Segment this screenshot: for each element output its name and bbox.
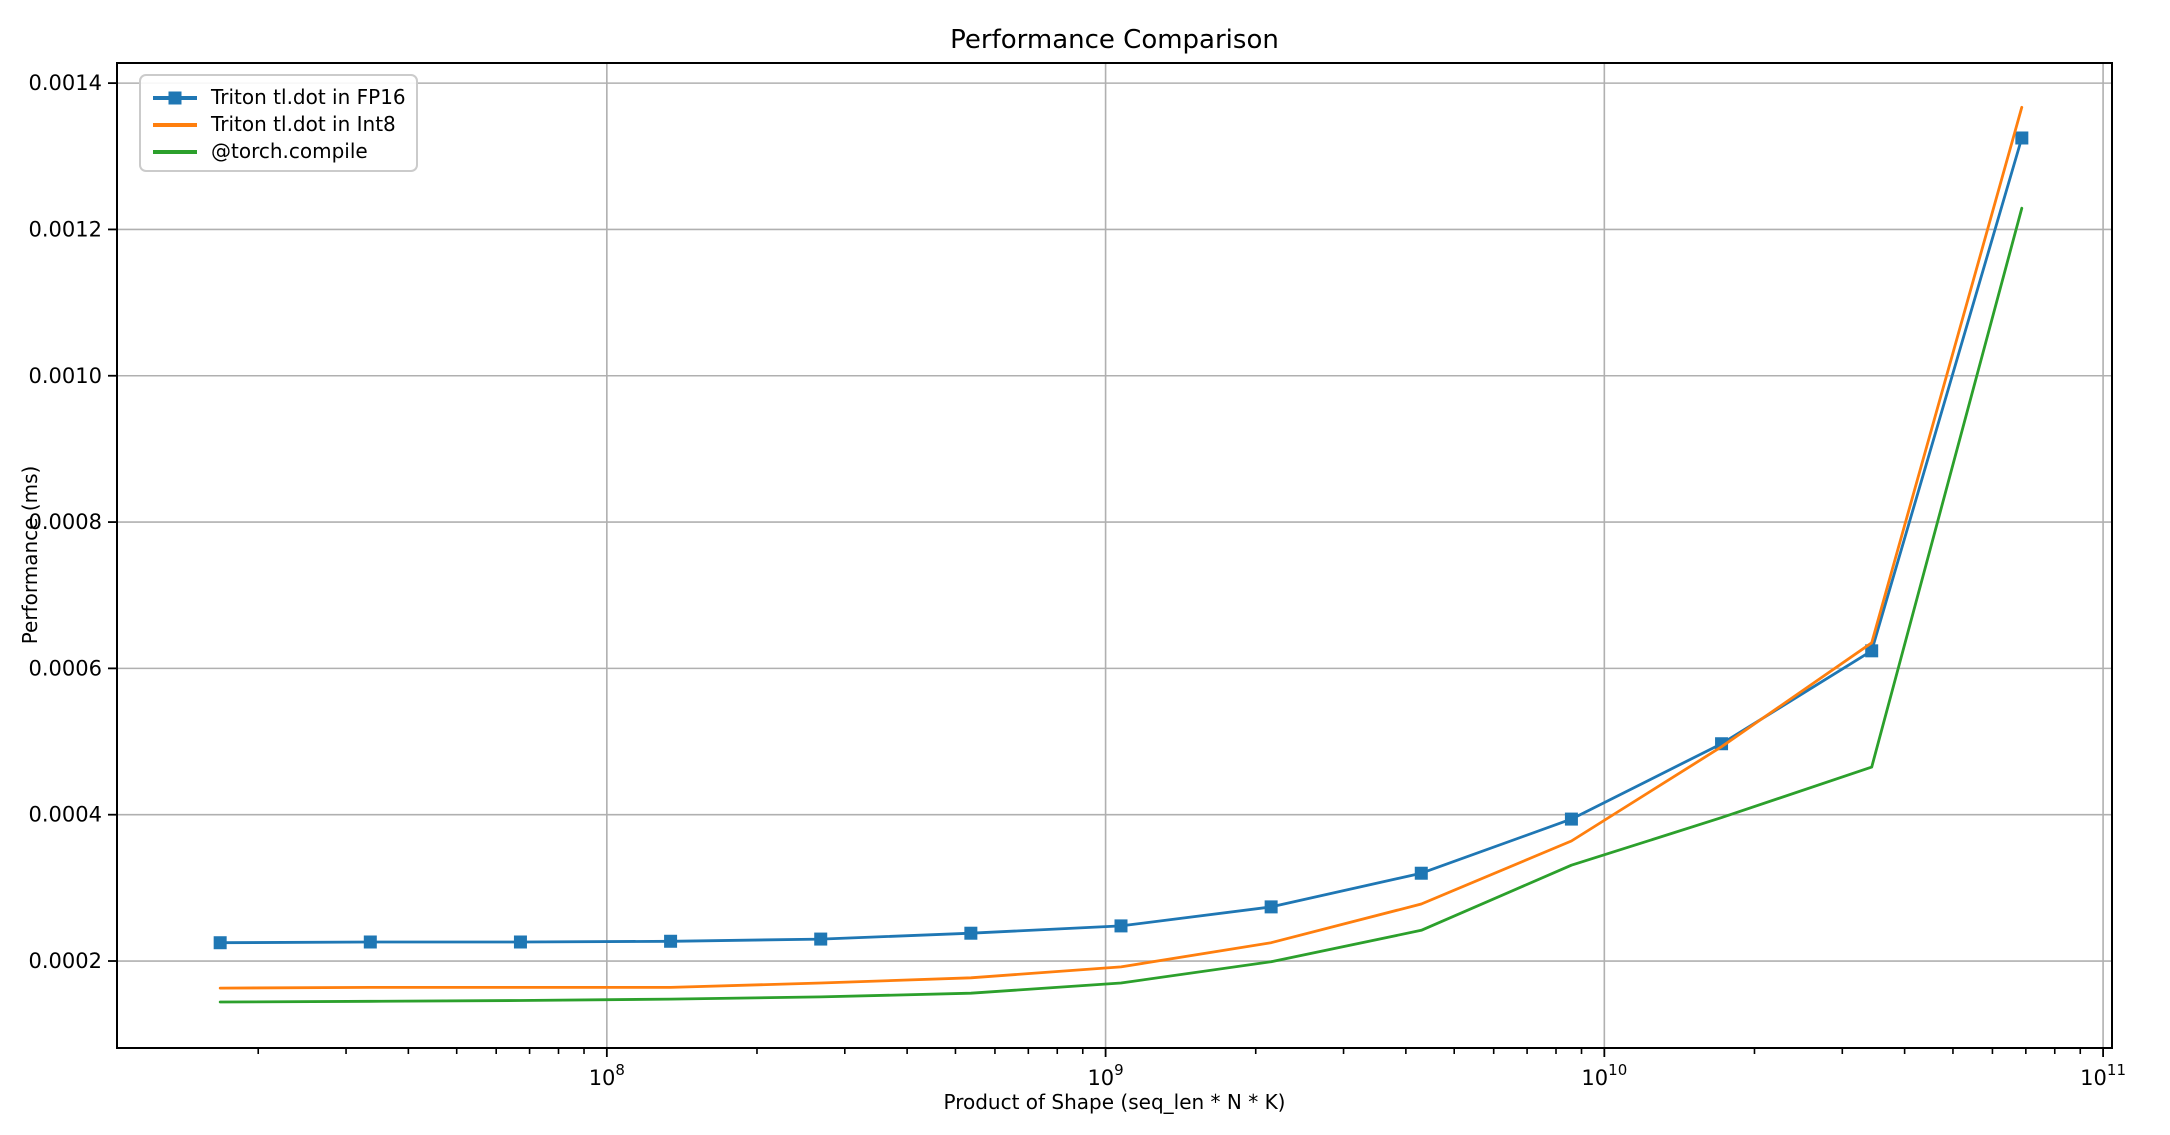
y-tick-label: 0.0006 (29, 656, 102, 680)
data-point-triton-fp16 (2015, 131, 2029, 145)
x-tick-label: 109 (1087, 1061, 1123, 1090)
data-point-triton-fp16 (213, 936, 227, 950)
series-line-triton-fp16 (218, 136, 2024, 945)
data-point-triton-fp16 (664, 934, 678, 948)
data-point-triton-fp16 (1564, 812, 1578, 826)
legend-line-sample-icon (153, 149, 197, 154)
legend-label: @torch.compile (211, 139, 368, 163)
data-point-triton-fp16 (814, 932, 828, 946)
legend-item-triton-int8: Triton tl.dot in Int8 (153, 111, 404, 138)
legend-item-torch-compile: @torch.compile (153, 138, 404, 165)
data-point-triton-fp16 (1715, 737, 1729, 751)
chart-title: Performance Comparison (950, 25, 1279, 55)
square-marker-icon (168, 91, 182, 104)
x-tick-label: 108 (589, 1061, 625, 1090)
y-tick-label: 0.0012 (29, 217, 102, 241)
data-point-triton-fp16 (964, 926, 978, 940)
y-tick-label: 0.0014 (29, 71, 102, 95)
data-point-triton-fp16 (513, 935, 527, 949)
plot-frame (116, 62, 2113, 1049)
data-point-triton-fp16 (363, 935, 377, 949)
data-point-triton-fp16 (1114, 919, 1128, 933)
y-tick-label: 0.0004 (29, 803, 102, 827)
y-tick-label: 0.0002 (29, 949, 102, 973)
legend-label: Triton tl.dot in FP16 (211, 85, 406, 109)
data-point-triton-fp16 (1264, 900, 1278, 914)
series-line-torch-compile (218, 206, 2024, 1004)
legend: Triton tl.dot in FP16 Triton tl.dot in I… (139, 74, 418, 172)
legend-line-sample-icon (153, 91, 197, 104)
legend-label: Triton tl.dot in Int8 (211, 112, 396, 136)
y-tick-label: 0.0008 (29, 510, 102, 534)
data-point-triton-fp16 (1865, 644, 1879, 658)
x-tick-label: 1011 (2080, 1061, 2126, 1090)
legend-item-triton-fp16: Triton tl.dot in FP16 (153, 84, 406, 111)
data-point-triton-fp16 (1414, 866, 1428, 880)
legend-line-sample-icon (153, 122, 197, 127)
y-axis-label: Performance (ms) (18, 465, 42, 645)
y-tick-label: 0.0010 (29, 364, 102, 388)
x-axis-label: Product of Shape (seq_len * N * K) (943, 1090, 1286, 1114)
series-line-triton-int8 (218, 105, 2024, 990)
x-tick-label: 1010 (1581, 1061, 1627, 1090)
